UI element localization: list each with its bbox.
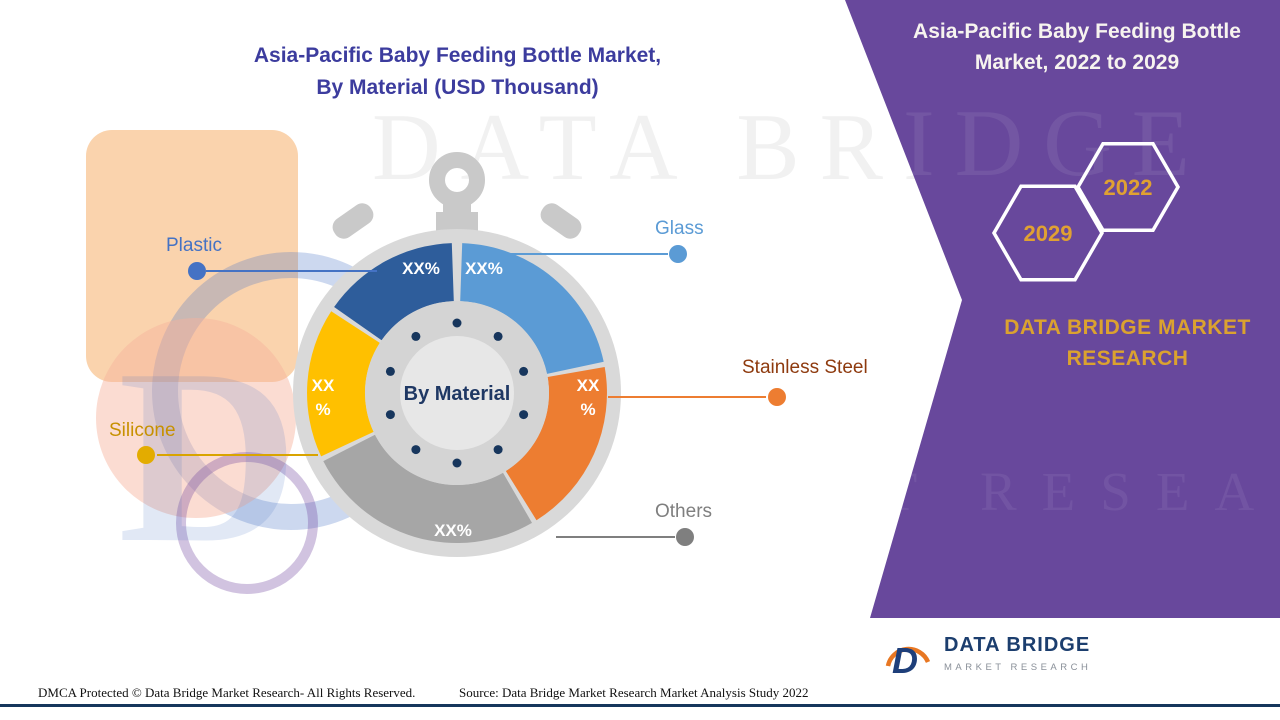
label-others: Others [655, 501, 713, 522]
dotted-ring [385, 318, 529, 468]
company-logo: D DATA BRIDGE MARKET RESEARCH [878, 626, 1091, 682]
chart-title-line1: Asia-Pacific Baby Feeding Bottle Market, [253, 44, 662, 67]
value-plastic: XX% [402, 259, 440, 278]
brand-name-line2: RESEARCH [1066, 347, 1189, 370]
watermark-text-purple-2: MARKET RESEARCH [560, 461, 1280, 522]
value-stainless-1: XX [577, 376, 600, 395]
chart-title: Asia-Pacific Baby Feeding Bottle Market,… [205, 40, 710, 104]
segment-silicone [307, 311, 380, 457]
logo-subtitle: MARKET RESEARCH [944, 662, 1092, 673]
logo-d-icon: D [885, 640, 931, 681]
stopwatch-crown-icon [332, 152, 582, 239]
panel-title-line1: Asia-Pacific Baby Feeding Bottle [913, 20, 1241, 43]
value-stainless-2: % [580, 400, 595, 419]
panel-title-line2: Market, 2022 to 2029 [974, 51, 1180, 74]
segment-others [323, 434, 532, 544]
callout-dot-glass [669, 245, 687, 263]
hexagon-2022-label: 2022 [1104, 175, 1153, 200]
callout-dot-stainless [768, 388, 786, 406]
purple-polygon [845, 0, 1280, 618]
logo-title: DATA BRIDGE [944, 634, 1091, 656]
footer-source-text: Source: Data Bridge Market Research Mark… [459, 685, 809, 700]
brand-name-line1: DATA BRIDGE MARKET [1004, 316, 1251, 339]
value-others: XX% [434, 521, 472, 540]
label-stainless-steel: Stainless Steel [742, 357, 868, 378]
hexagon-2029 [991, 184, 1105, 282]
brand-name: DATA BRIDGE MARKET RESEARCH [955, 312, 1280, 374]
callout-dot-silicone [137, 446, 155, 464]
value-silicone-1: XX [312, 376, 335, 395]
center-label: By Material [404, 383, 511, 405]
segment-plastic [334, 243, 454, 341]
hexagon-2022 [1075, 141, 1181, 233]
callout-lines [157, 253, 766, 538]
segment-stainless-steel [505, 367, 607, 521]
callout-dot-plastic [188, 262, 206, 280]
segment-glass [460, 243, 604, 374]
footer-dmca-text: DMCA Protected © Data Bridge Market Rese… [38, 685, 416, 700]
callout-dot-others [676, 528, 694, 546]
hexagon-badges [991, 141, 1181, 282]
deco-purple-ring [176, 452, 318, 594]
panel-title: Asia-Pacific Baby Feeding Bottle Market,… [882, 16, 1272, 78]
label-plastic: Plastic [166, 235, 222, 256]
footer-divider-line [0, 704, 1280, 707]
hexagon-2029-label: 2029 [1024, 221, 1073, 246]
value-silicone-2: % [315, 400, 330, 419]
chart-title-line2: By Material (USD Thousand) [316, 76, 599, 99]
label-silicone: Silicone [109, 420, 176, 441]
value-glass: XX% [465, 259, 503, 278]
svg-text:D: D [892, 640, 918, 681]
center-disc [400, 336, 514, 450]
label-glass: Glass [655, 218, 704, 239]
